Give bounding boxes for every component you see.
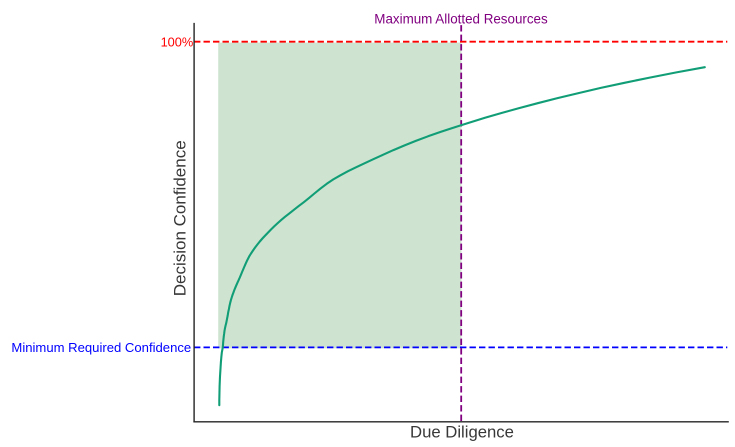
svg-text:Minimum Required Confidence: Minimum Required Confidence — [11, 340, 191, 355]
svg-text:Decision Confidence: Decision Confidence — [171, 140, 190, 296]
svg-text:Due Diligence: Due Diligence — [410, 423, 514, 442]
svg-text:100%: 100% — [161, 34, 194, 49]
svg-text:Maximum Allotted Resources: Maximum Allotted Resources — [374, 11, 548, 26]
